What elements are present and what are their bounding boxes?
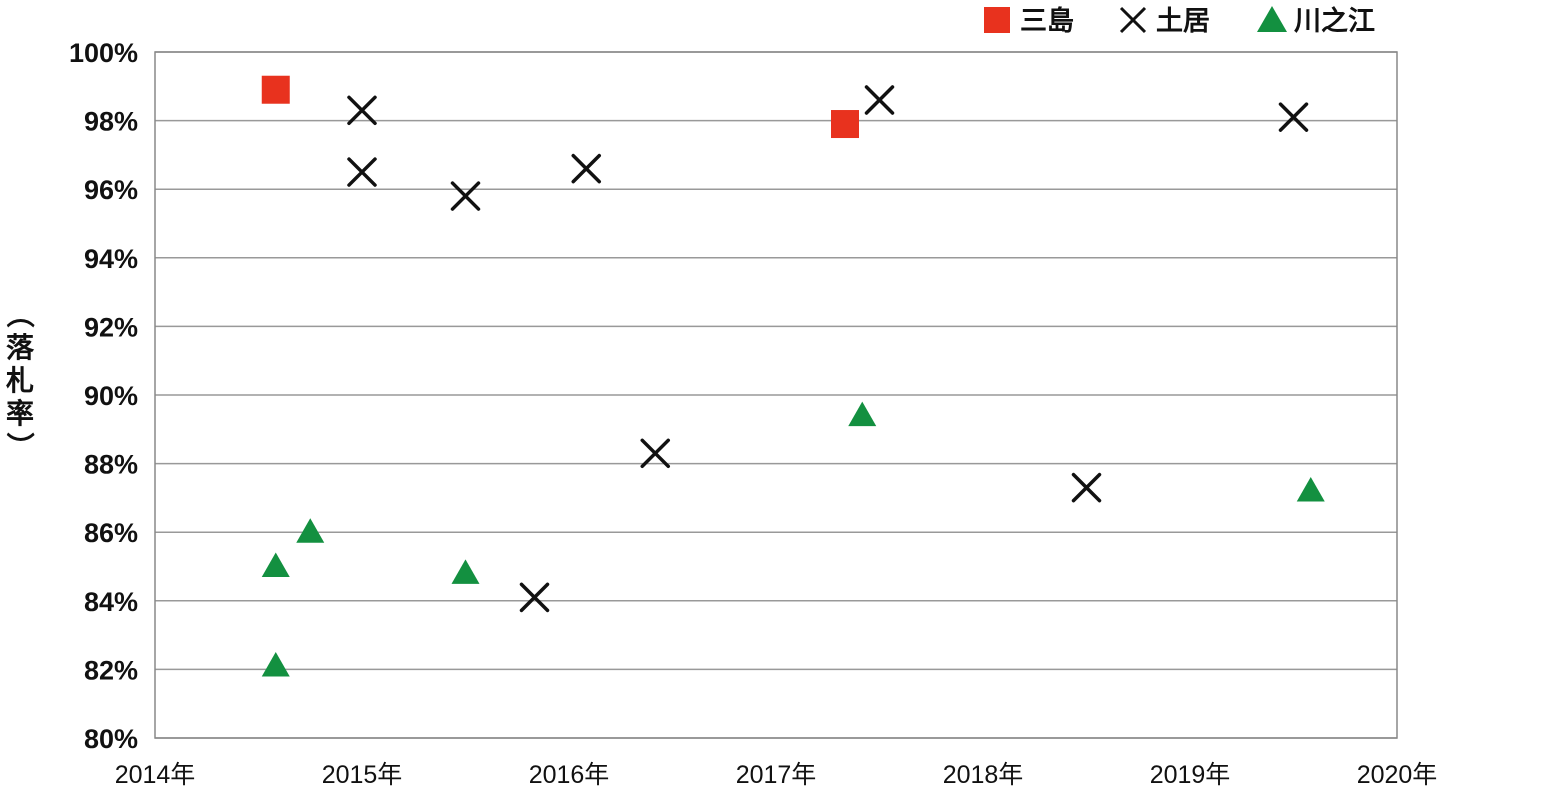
data-point bbox=[347, 157, 377, 187]
legend-swatch bbox=[1119, 6, 1147, 34]
x-tick-label: 2016年 bbox=[529, 761, 610, 789]
data-point bbox=[261, 75, 290, 104]
plot-area bbox=[154, 51, 1398, 739]
data-point bbox=[519, 582, 550, 613]
data-point bbox=[261, 552, 290, 577]
y-axis-label: （ 落札率） bbox=[3, 300, 36, 460]
y-axis-label-char: 率 bbox=[6, 397, 34, 430]
data-point bbox=[1071, 472, 1102, 503]
legend-label: 三島 bbox=[1020, 6, 1074, 37]
data-points bbox=[261, 75, 1325, 677]
y-tick-label: 98% bbox=[84, 107, 138, 137]
grid-lines bbox=[155, 51, 1397, 739]
x-tick-label: 2019年 bbox=[1150, 761, 1231, 789]
y-tick-label: 90% bbox=[84, 381, 138, 411]
data-point bbox=[296, 518, 325, 543]
x-tick-label: 2017年 bbox=[736, 761, 817, 789]
y-tick-label: 92% bbox=[84, 312, 138, 342]
data-point bbox=[848, 401, 877, 427]
y-tick-label: 88% bbox=[84, 450, 138, 480]
y-tick-label: 96% bbox=[84, 175, 138, 205]
y-axis-label-char: ） bbox=[3, 432, 36, 460]
data-point bbox=[450, 181, 481, 211]
data-point bbox=[451, 559, 480, 584]
y-tick-label: 94% bbox=[84, 244, 138, 274]
data-point bbox=[864, 85, 895, 115]
y-tick-label: 86% bbox=[84, 518, 138, 548]
x-axis-ticks: 2014年 2015年 2016年 2017年 2018年 2019年 2020年 bbox=[115, 761, 1438, 789]
x-tick-label: 2015年 bbox=[322, 761, 403, 789]
data-point bbox=[261, 651, 290, 677]
series-1 bbox=[261, 75, 859, 139]
x-tick-label: 2018年 bbox=[943, 761, 1024, 789]
y-tick-label: 84% bbox=[84, 587, 138, 617]
legend-label: 川之江 bbox=[1294, 5, 1375, 37]
legend-swatch bbox=[984, 7, 1010, 33]
data-point bbox=[347, 95, 377, 126]
y-tick-label: 100% bbox=[69, 38, 138, 68]
data-point bbox=[571, 153, 601, 184]
legend-item: 土居 bbox=[1119, 6, 1210, 37]
legend-item: 三島 bbox=[984, 6, 1074, 37]
legend-swatch bbox=[1257, 6, 1287, 32]
y-axis-label-char: 札 bbox=[6, 364, 34, 397]
y-axis-label-char: （ bbox=[3, 300, 36, 328]
legend-item: 川之江 bbox=[1257, 5, 1375, 37]
series-3 bbox=[261, 401, 1325, 677]
legend-label: 土居 bbox=[1156, 6, 1210, 37]
data-point bbox=[831, 110, 859, 139]
legend: 三島 土居 川之江 bbox=[984, 5, 1375, 37]
data-point bbox=[640, 438, 670, 469]
series-2 bbox=[347, 85, 1309, 613]
y-axis-ticks: 80% 82% 84% 86% 88% 90% 92% 94% 96% 98% 100% bbox=[69, 38, 138, 754]
x-tick-label: 2014年 bbox=[115, 761, 196, 789]
data-point bbox=[1296, 477, 1325, 502]
data-point bbox=[1278, 102, 1309, 132]
y-tick-label: 82% bbox=[84, 655, 138, 685]
y-axis-label-char: 落 bbox=[6, 331, 35, 364]
x-tick-label: 2020年 bbox=[1357, 761, 1438, 789]
y-tick-label: 80% bbox=[84, 724, 138, 754]
